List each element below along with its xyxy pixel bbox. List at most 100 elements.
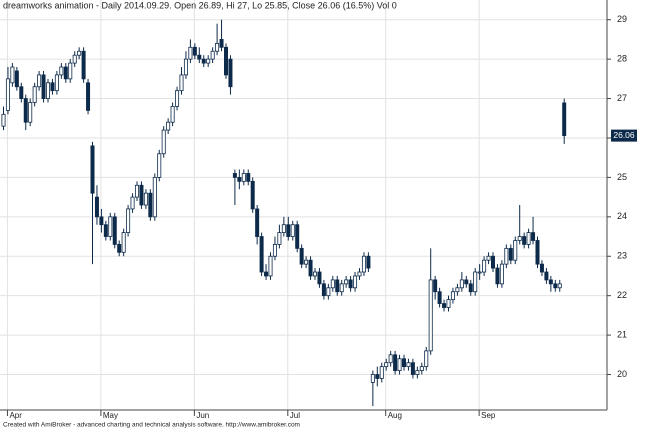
candle-body (237, 177, 242, 182)
candle-body (134, 184, 139, 198)
candle-body (526, 232, 531, 245)
candle-body (103, 224, 108, 237)
candle-body (117, 244, 122, 253)
candle-body (495, 267, 500, 285)
candle-body (37, 74, 42, 88)
candle-body (170, 106, 175, 123)
candle-body (126, 208, 131, 233)
candle-body (548, 279, 553, 285)
y-tick-label: 25 (617, 172, 627, 182)
candle-body (1, 113, 6, 127)
candle-body (81, 50, 86, 80)
candle-body (433, 279, 438, 293)
candle-body (32, 86, 37, 103)
candle-body (179, 74, 184, 92)
candle-body (477, 271, 482, 274)
candle-body (90, 145, 95, 194)
candle-body (192, 46, 197, 56)
candle-body (531, 232, 536, 241)
candle-body (513, 240, 518, 261)
candle-body (406, 362, 411, 368)
candle-body (28, 102, 33, 123)
candle-body (504, 247, 509, 265)
candle-body (10, 66, 15, 84)
candle-body (59, 66, 64, 76)
x-tick-label: May (103, 411, 118, 420)
candle-body (68, 62, 73, 80)
candle-body (157, 153, 162, 178)
candle-body (206, 58, 211, 64)
candle-body (152, 177, 157, 218)
candle-body (19, 86, 24, 99)
y-tick-label: 23 (617, 251, 627, 261)
candle-body (370, 374, 375, 383)
candle-body (188, 46, 193, 60)
candle-body (348, 279, 353, 289)
candle-body (344, 279, 349, 285)
candle-body (330, 279, 335, 289)
candle-body (23, 98, 28, 123)
x-tick-label: Aug (388, 411, 402, 420)
candle-body (139, 184, 144, 206)
candle-body (166, 121, 171, 131)
grid (0, 0, 607, 410)
candle-body (517, 236, 522, 241)
candle-body (335, 279, 340, 293)
candle-body (326, 287, 331, 297)
candle-body (272, 244, 277, 257)
candle-body (246, 173, 251, 182)
candle-body (339, 283, 344, 293)
candle-body (508, 247, 513, 261)
x-tick-label: Jul (290, 411, 300, 420)
candle-body (557, 283, 562, 289)
candle-body (450, 291, 455, 301)
candle-body (415, 370, 420, 375)
candle-body (121, 232, 126, 253)
candle-body (94, 196, 99, 218)
candle-body (410, 362, 415, 375)
candle-body (397, 358, 402, 371)
candle-body (464, 279, 469, 285)
candle-body (143, 192, 148, 206)
candle-body (41, 74, 46, 99)
candle-body (5, 78, 10, 111)
candle-body (304, 259, 309, 265)
candle-body (250, 180, 255, 210)
last-value-box (611, 129, 637, 142)
candle-body (290, 224, 295, 237)
candle-body (197, 54, 202, 60)
candle-body (459, 279, 464, 289)
candle-body (148, 192, 153, 218)
candle-body (259, 236, 264, 273)
y-tick-label: 20 (617, 369, 627, 379)
x-tick-label: Apr (9, 411, 22, 420)
x-tick-label: Jun (196, 411, 209, 420)
candle-body (210, 50, 215, 60)
y-tick-label: 22 (617, 290, 627, 300)
candle-body (264, 271, 269, 277)
candle-body (286, 224, 291, 237)
candle-body (201, 58, 206, 64)
candle-body (535, 240, 540, 265)
candles (1, 19, 567, 407)
candle-body (99, 216, 104, 226)
candle-body (490, 255, 495, 269)
candle-body (353, 275, 358, 289)
candle-body (14, 70, 19, 88)
candle-body (401, 358, 406, 368)
candle-body (393, 354, 398, 371)
candle-body (482, 259, 487, 273)
candle-body (223, 46, 228, 76)
y-tick-label: 27 (617, 93, 627, 103)
footer: Created with AmiBroker - advanced charti… (3, 422, 300, 429)
candle-body (77, 50, 82, 56)
candle-body (455, 287, 460, 293)
axes: 20212223242526272829AprMayJunJulAugSep26… (0, 0, 637, 420)
candle-body (473, 271, 478, 293)
candle-body (357, 271, 362, 277)
candle-body (183, 58, 188, 76)
candle-body (86, 82, 91, 111)
candle-body (219, 39, 224, 48)
